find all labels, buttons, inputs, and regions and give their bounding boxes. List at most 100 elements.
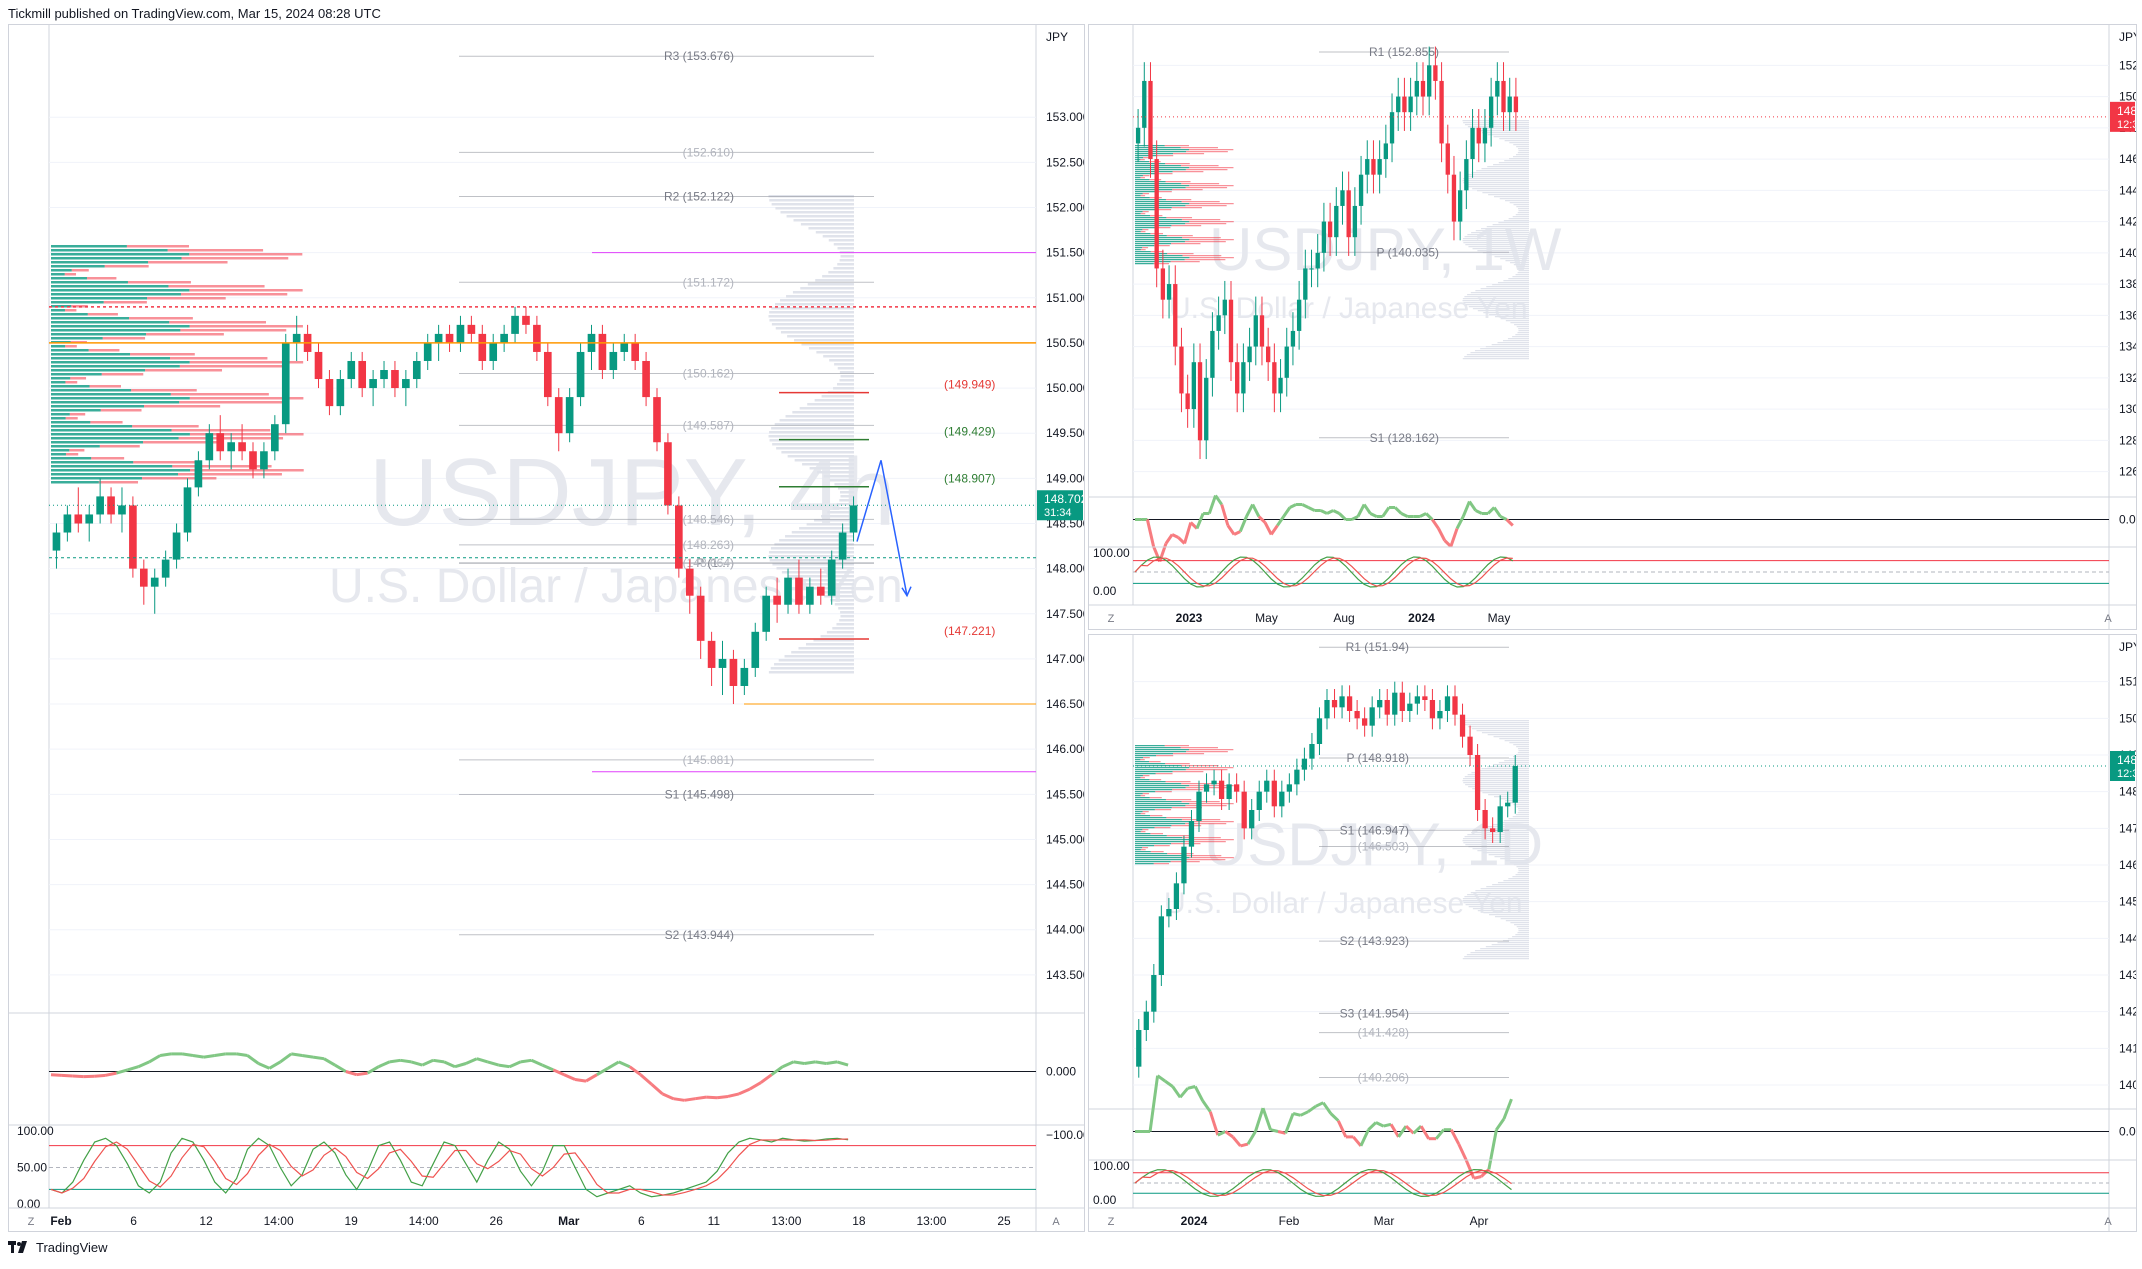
volume-profile-bar-gray [778, 659, 854, 662]
volume-profile-bar-gray [832, 627, 854, 630]
candle-body [511, 315, 519, 334]
volume-profile-bar-gray [823, 475, 854, 478]
volume-profile-bar-red [1189, 803, 1234, 805]
volume-profile-bar-red [1164, 745, 1189, 747]
pivot-label: S2 (143.923) [1340, 934, 1409, 948]
candle-body [1191, 362, 1197, 410]
volume-profile-bar-gray [1480, 948, 1529, 950]
volume-profile-bar-gray [1510, 862, 1529, 864]
pivot-label: (150.162) [683, 366, 734, 380]
volume-profile-bar-gray [1513, 204, 1529, 206]
volume-profile-bar-red [69, 413, 86, 416]
volume-profile-bar-gray [1467, 726, 1529, 728]
daily-chart-svg[interactable]: 151.000150.000149.000148.000147.000146.0… [1089, 635, 2136, 1231]
volume-profile-bar-gray [1518, 868, 1529, 870]
level-label-red: (149.949) [944, 378, 995, 392]
volume-profile-bar-green [1135, 209, 1155, 211]
volume-profile-bar-gray [772, 563, 854, 566]
candle-body [1512, 766, 1518, 803]
oscillator-segment [639, 1073, 653, 1086]
volume-profile-bar-gray [826, 631, 854, 634]
candle-body [314, 351, 323, 380]
oscillator-segment [1224, 1130, 1234, 1139]
volume-profile-bar-gray [1464, 724, 1529, 726]
oscillator-segment [498, 1063, 510, 1069]
volume-profile-bar-red [1171, 807, 1202, 809]
volume-profile-bar-gray [1465, 244, 1529, 246]
oscillator-segment [1201, 1100, 1212, 1113]
stoch-tick-label: 100.00 [1093, 546, 1130, 560]
daily-chart-panel[interactable]: 151.000150.000149.000148.000147.000146.0… [1088, 634, 2137, 1232]
volume-profile-bar-red [65, 453, 79, 456]
candle-body [325, 379, 334, 407]
weekly-chart-panel[interactable]: 152.000150.000148.000146.000144.000142.0… [1088, 24, 2137, 630]
volume-profile-bar-green [51, 437, 179, 440]
volume-profile-bar-red [189, 361, 304, 364]
oscillator-segment [1195, 512, 1205, 530]
candle-body [1384, 700, 1390, 715]
price-tick-label: 147.000 [2119, 821, 2136, 835]
price-tick-label: 150.000 [2119, 90, 2136, 104]
volume-profile-bar-green [1135, 833, 1151, 835]
volume-profile-bar-red [1165, 781, 1191, 783]
volume-profile-bar-red [1140, 777, 1145, 779]
price-tick-label: 148.000 [1046, 562, 1084, 576]
candle-body [172, 532, 181, 560]
oscillator-segment [1435, 1128, 1445, 1140]
pivot-label: R2 (152.122) [664, 189, 734, 203]
weekly-chart-svg[interactable]: 152.000150.000148.000146.000144.000142.0… [1089, 25, 2136, 629]
volume-profile-bar-green [1135, 203, 1190, 205]
oscillator-segment [1315, 1101, 1324, 1108]
volume-profile-bar-red [1185, 805, 1227, 807]
candle-body [183, 487, 192, 533]
oscillator-segment [159, 1052, 172, 1057]
volume-profile-bar-gray [1518, 150, 1529, 152]
volume-profile-bar-red [1140, 849, 1146, 851]
volume-profile-bar-green [1135, 249, 1141, 251]
oscillator-segment [1389, 1123, 1400, 1138]
candle-body [1346, 190, 1351, 238]
oscillator-segment [1487, 1129, 1498, 1170]
volume-profile-bar-red [65, 381, 78, 384]
price-tick-label: 126.000 [2119, 465, 2136, 479]
volume-profile-bar-gray [779, 419, 854, 422]
price-tick-label: 147.000 [1046, 652, 1084, 666]
volume-profile-bar-green [1135, 839, 1190, 841]
volume-profile-bar-gray [1467, 174, 1529, 176]
volume-profile-bar-green [51, 377, 71, 380]
volume-profile-bar-red [1153, 863, 1170, 865]
volume-profile-bar-red [1189, 767, 1234, 769]
volume-profile-bar-red [87, 313, 118, 316]
price-tick-label: 152.000 [2119, 58, 2136, 72]
volume-profile-bar-gray [1492, 824, 1529, 826]
candle-body [1321, 221, 1327, 253]
volume-profile-bar-green [1135, 843, 1172, 845]
volume-profile-bar-gray [834, 363, 854, 366]
volume-profile-bar-green [1135, 759, 1141, 761]
volume-profile-bar-red [1185, 169, 1228, 171]
candle-body [1196, 791, 1202, 821]
pivot-label: R3 (153.676) [664, 49, 734, 63]
auto-button-a: A [2104, 1216, 2112, 1228]
candle-body [1211, 780, 1217, 785]
candle-body [1265, 346, 1271, 363]
volume-profile-bar-red [1164, 145, 1189, 147]
volume-profile-bar-gray [809, 347, 854, 350]
volume-profile-bar-gray [1472, 848, 1529, 850]
oscillator-segment [1397, 1125, 1408, 1138]
volume-profile-bar-red [1155, 773, 1173, 775]
volume-profile-bar-red [1181, 783, 1220, 785]
volume-profile-bar-green [51, 405, 145, 408]
volume-profile-bar-red [1185, 223, 1227, 225]
volume-profile-bar-red [1142, 811, 1149, 813]
main-chart-panel[interactable]: 153.000 152.500 152.000 151.500 151.000 150.5… [8, 24, 1085, 1232]
volume-profile-bar-red [171, 429, 271, 432]
main-chart-svg[interactable]: 153.000 152.500 152.000 151.500 151.000 150.5… [9, 25, 1084, 1231]
volume-profile-bar-green [51, 297, 148, 300]
volume-profile-bar-green [51, 433, 190, 436]
oscillator-segment [1257, 515, 1267, 524]
oscillator-segment [137, 1060, 150, 1069]
time-tick-label: 6 [130, 1214, 137, 1228]
volume-profile-bar-gray [1512, 816, 1529, 818]
volume-profile-bar-gray [1512, 936, 1529, 938]
